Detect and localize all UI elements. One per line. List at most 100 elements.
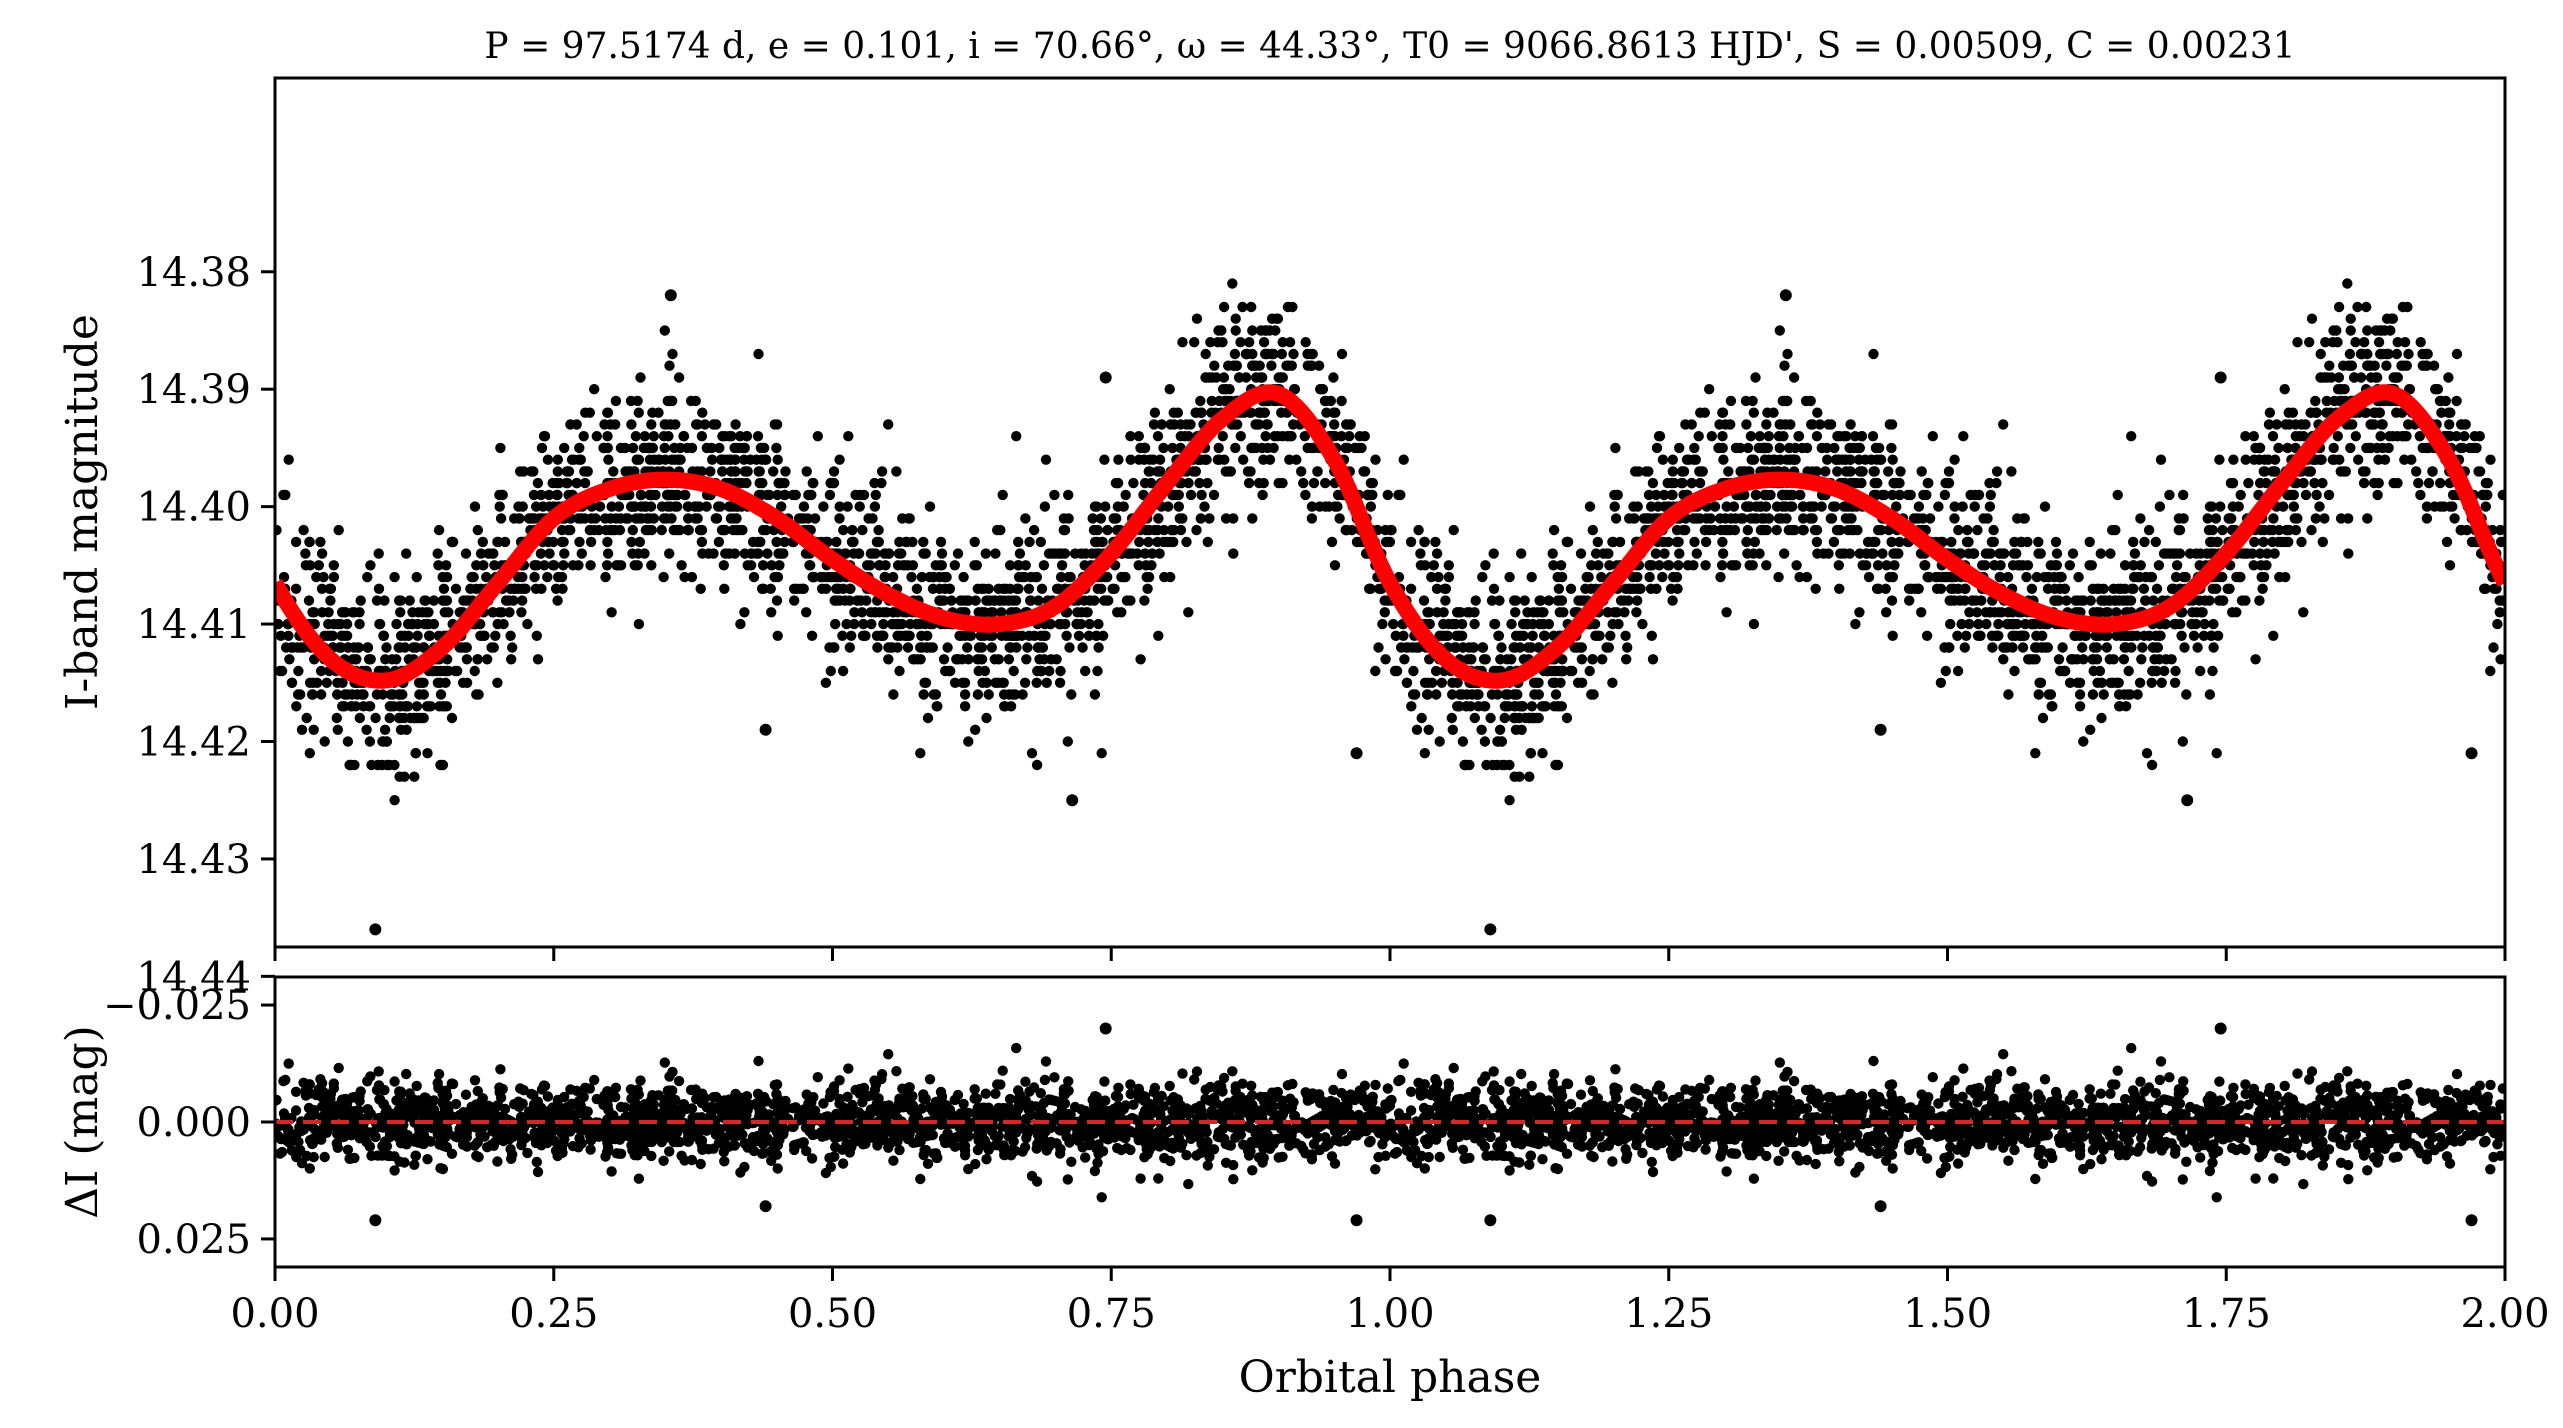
- light-curve-point: [2192, 642, 2203, 653]
- light-curve-point: [1717, 548, 1729, 559]
- light-curve-point: [2003, 689, 2014, 700]
- light-curve-point: [1895, 466, 1906, 477]
- light-curve-point: [1833, 560, 1845, 571]
- light-curve-point: [2345, 442, 2356, 454]
- light-curve-point: [2129, 548, 2141, 559]
- light-curve-point: [1064, 642, 1075, 653]
- light-curve-point: [2161, 548, 2172, 559]
- light-curve-point: [1716, 560, 1728, 571]
- light-curve-point: [1479, 701, 1490, 712]
- light-curve-point: [779, 536, 790, 548]
- light-curve-point: [1902, 489, 1914, 501]
- light-curve-point: [423, 630, 435, 641]
- light-curve-point: [1605, 630, 1616, 641]
- light-curve-point: [1547, 548, 1558, 559]
- light-curve-point: [1286, 360, 1298, 371]
- light-curve-point: [2212, 536, 2223, 548]
- light-curve-point: [1632, 595, 1643, 606]
- light-curve-point: [319, 736, 330, 747]
- residual-point: [667, 1066, 678, 1078]
- light-curve-point: [2148, 642, 2159, 653]
- light-curve-point: [667, 395, 678, 407]
- light-curve-point: [2078, 736, 2089, 747]
- light-curve-point: [378, 630, 390, 641]
- light-curve-point: [1533, 677, 1544, 688]
- light-curve-point: [1419, 536, 1430, 548]
- light-curve-point: [2186, 618, 2197, 630]
- light-curve-point: [888, 607, 899, 618]
- light-curve-point: [2012, 560, 2024, 571]
- light-curve-point: [519, 583, 530, 594]
- light-curve-point: [2236, 595, 2248, 606]
- light-curve-point: [600, 571, 611, 583]
- light-curve-point: [563, 466, 575, 477]
- light-curve-point: [1460, 759, 1472, 771]
- light-curve-point: [1849, 431, 1861, 442]
- light-curve-point: [1153, 513, 1164, 524]
- light-curve-point: [1729, 524, 1741, 536]
- light-curve-point: [644, 454, 656, 465]
- light-curve-point: [1510, 595, 1522, 606]
- light-curve-point: [535, 489, 547, 501]
- light-curve-point: [2361, 301, 2372, 313]
- light-curve-point: [1362, 489, 1374, 501]
- light-curve-point: [2214, 454, 2225, 465]
- light-curve-point: [1609, 501, 1620, 512]
- light-curve-point: [1607, 536, 1618, 548]
- light-curve-point: [497, 489, 508, 501]
- light-curve-point: [1718, 454, 1729, 465]
- residual-point: [422, 1154, 433, 1165]
- light-curve-point: [768, 466, 779, 477]
- residual-point: [409, 1159, 420, 1171]
- light-curve-point: [748, 571, 760, 583]
- light-curve-point: [1356, 442, 1367, 454]
- light-curve-point: [2485, 454, 2496, 465]
- light-curve-point: [673, 372, 685, 383]
- light-curve-point: [2119, 560, 2131, 571]
- light-curve-point: [787, 489, 799, 501]
- light-curve-point: [2399, 431, 2411, 442]
- light-curve-point: [391, 618, 402, 630]
- light-curve-point: [1690, 513, 1702, 524]
- light-curve-point: [984, 630, 995, 641]
- light-curve-point: [1486, 595, 1498, 606]
- light-curve-point: [1336, 348, 1348, 360]
- light-curve-point: [355, 595, 366, 606]
- light-curve-point: [335, 642, 346, 653]
- light-curve-point: [1561, 536, 1573, 548]
- light-curve-point: [771, 419, 783, 430]
- light-curve-point: [2264, 524, 2275, 536]
- light-curve-point: [1654, 560, 1665, 571]
- light-curve-point: [2360, 407, 2372, 418]
- light-curve-point: [1153, 630, 1164, 641]
- residual-point: [531, 1156, 542, 1168]
- light-curve-point: [1261, 419, 1273, 430]
- light-curve-point: [1336, 395, 1347, 407]
- light-curve-point: [766, 560, 777, 571]
- light-curve-point: [1633, 466, 1644, 477]
- light-curve-point: [1814, 419, 1826, 430]
- light-curve-point: [1801, 442, 1813, 454]
- residual-point: [450, 1098, 462, 1110]
- light-curve-point: [2173, 524, 2184, 536]
- light-curve-point: [1995, 571, 2006, 583]
- light-curve-point: [1247, 513, 1258, 524]
- light-curve-point: [2298, 477, 2309, 489]
- light-curve-point: [304, 748, 315, 759]
- light-curve-point: [1888, 548, 1899, 559]
- light-curve-point: [633, 618, 645, 630]
- light-curve-point: [2315, 372, 2326, 383]
- light-curve-point: [916, 630, 927, 641]
- light-curve-point: [1134, 536, 1145, 548]
- light-curve-point: [1021, 654, 1032, 665]
- light-curve-point: [1447, 618, 1459, 630]
- light-curve-point: [1555, 560, 1567, 571]
- light-curve-point: [474, 618, 486, 630]
- light-curve-point: [2072, 677, 2083, 688]
- light-curve-point: [2045, 689, 2057, 700]
- light-curve-point: [883, 654, 894, 665]
- residual-point: [1191, 1066, 1203, 1077]
- light-curve-point: [325, 595, 336, 606]
- light-curve-point: [2267, 431, 2279, 442]
- light-curve-point: [2489, 583, 2500, 594]
